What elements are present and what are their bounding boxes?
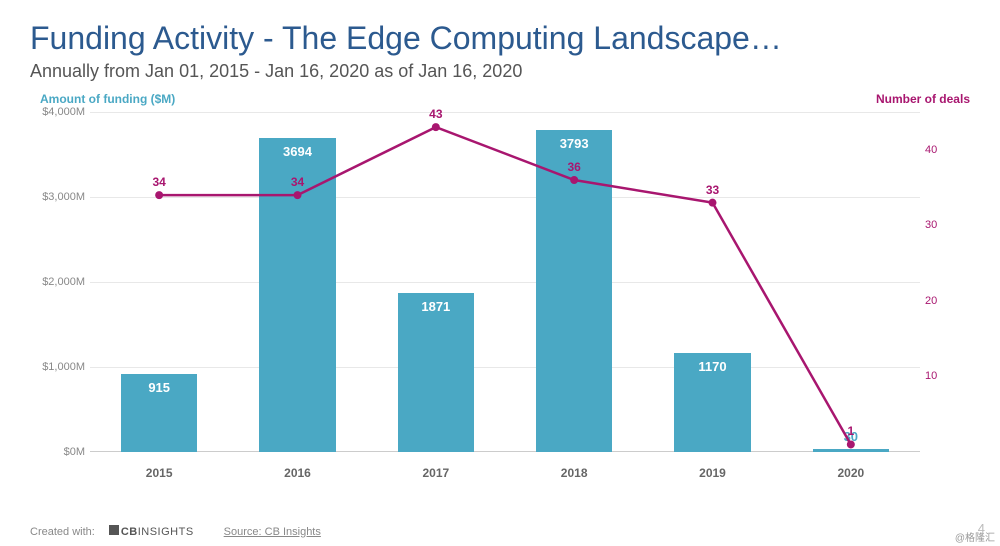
watermark: @格隆汇 — [955, 529, 995, 544]
line-series — [90, 112, 920, 452]
chart-subtitle: Annually from Jan 01, 2015 - Jan 16, 202… — [30, 61, 970, 82]
ytick-right: 20 — [925, 295, 960, 307]
ytick-left: $0M — [35, 446, 85, 458]
cbinsights-logo: CBINSIGHTS — [109, 525, 194, 538]
chart-area: Amount of funding ($M) Number of deals $… — [30, 92, 970, 492]
created-with-label: Created with: — [30, 526, 95, 538]
chart-title: Funding Activity - The Edge Computing La… — [30, 20, 970, 57]
footer: Created with: CBINSIGHTS Source: CB Insi… — [30, 525, 970, 538]
line-point-label: 34 — [152, 175, 165, 189]
x-axis-category: 2019 — [699, 466, 726, 480]
x-axis-category: 2016 — [284, 466, 311, 480]
x-axis-category: 2020 — [837, 466, 864, 480]
y-axis-left-label: Amount of funding ($M) — [40, 92, 175, 106]
ytick-left: $3,000M — [35, 191, 85, 203]
line-point-label: 33 — [706, 183, 719, 197]
source-link[interactable]: Source: CB Insights — [224, 526, 321, 538]
ytick-right: 10 — [925, 370, 960, 382]
x-axis-category: 2015 — [146, 466, 173, 480]
logo-square-icon — [109, 525, 119, 535]
y-axis-right-label: Number of deals — [876, 92, 970, 106]
x-axis-category: 2017 — [422, 466, 449, 480]
plot-area: $0M$1,000M$2,000M$3,000M$4,000M102030409… — [90, 112, 920, 452]
line-point-label: 43 — [429, 107, 442, 121]
line-point-label: 1 — [847, 424, 854, 438]
line-point-label: 34 — [291, 175, 304, 189]
line-point-label: 36 — [567, 160, 580, 174]
ytick-right: 40 — [925, 144, 960, 156]
ytick-left: $1,000M — [35, 361, 85, 373]
x-axis-category: 2018 — [561, 466, 588, 480]
ytick-left: $4,000M — [35, 106, 85, 118]
ytick-right: 30 — [925, 219, 960, 231]
ytick-left: $2,000M — [35, 276, 85, 288]
